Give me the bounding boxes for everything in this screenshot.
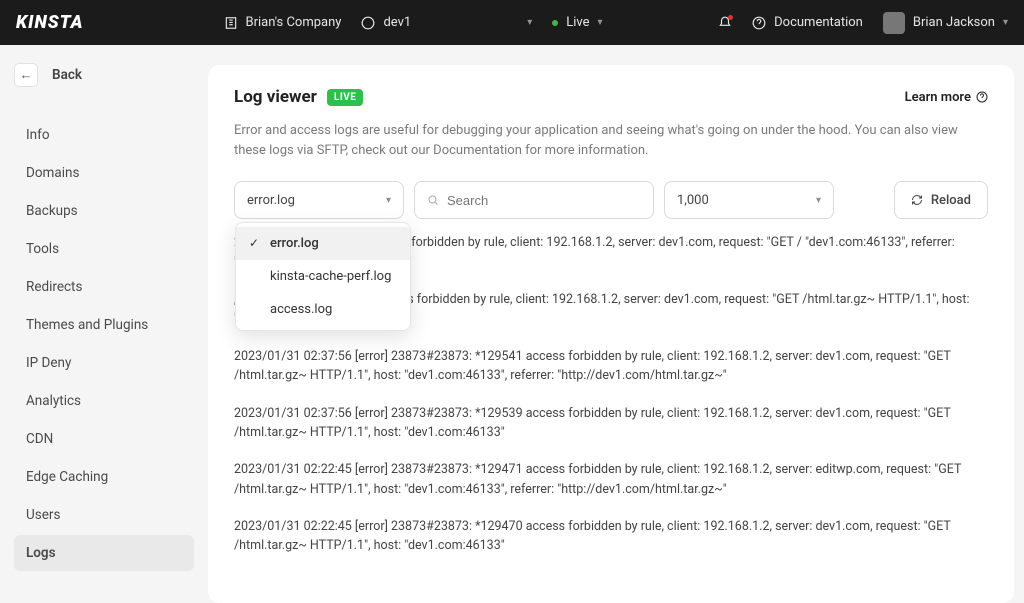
- notifications-button[interactable]: [718, 16, 732, 30]
- arrow-left-icon: ←: [20, 67, 33, 83]
- sidebar-item-backups[interactable]: Backups: [14, 193, 194, 229]
- bell-icon: [718, 16, 732, 30]
- log-type-select[interactable]: error.log ▾ error.logkinsta-cache-perf.l…: [234, 181, 404, 219]
- sidebar-item-logs[interactable]: Logs: [14, 535, 194, 571]
- count-value: 1,000: [677, 193, 709, 208]
- learn-more-link[interactable]: Learn more: [905, 90, 988, 105]
- chevron-down-icon: ▾: [386, 195, 391, 206]
- log-viewer-card: Log viewer LIVE Learn more Error and acc…: [208, 65, 1014, 603]
- learn-more-label: Learn more: [905, 90, 971, 105]
- page-description: Error and access logs are useful for deb…: [234, 121, 988, 161]
- dropdown-option[interactable]: kinsta-cache-perf.log: [236, 260, 410, 293]
- avatar: [883, 12, 905, 34]
- log-type-dropdown: error.logkinsta-cache-perf.logaccess.log: [235, 222, 411, 331]
- log-type-value: error.log: [247, 193, 295, 208]
- dropdown-option[interactable]: error.log: [236, 227, 410, 260]
- search-input[interactable]: [447, 193, 641, 208]
- back-button[interactable]: ←: [14, 63, 38, 87]
- chevron-down-icon: ▾: [598, 17, 603, 28]
- sidebar-item-users[interactable]: Users: [14, 497, 194, 533]
- chevron-down-icon: ▾: [816, 195, 821, 206]
- back-label: Back: [52, 67, 82, 83]
- help-icon: [752, 16, 766, 30]
- env-label: Live: [566, 15, 589, 30]
- search-box[interactable]: [414, 181, 654, 219]
- info-icon: [976, 91, 988, 103]
- site-switcher[interactable]: dev1 ▾: [361, 15, 532, 30]
- documentation-link[interactable]: Documentation: [752, 15, 863, 30]
- sidebar-item-tools[interactable]: Tools: [14, 231, 194, 267]
- page-title: Log viewer: [234, 87, 317, 107]
- chevron-down-icon: ▾: [1003, 17, 1008, 28]
- sidebar-item-info[interactable]: Info: [14, 117, 194, 153]
- building-icon: [224, 16, 238, 30]
- dropdown-option[interactable]: access.log: [236, 293, 410, 326]
- company-switcher[interactable]: Brian's Company: [224, 15, 342, 30]
- count-select[interactable]: 1,000 ▾: [664, 181, 834, 219]
- sidebar-item-ip-deny[interactable]: IP Deny: [14, 345, 194, 381]
- sidebar-item-redirects[interactable]: Redirects: [14, 269, 194, 305]
- company-name: Brian's Company: [246, 15, 342, 30]
- sidebar-item-themes-and-plugins[interactable]: Themes and Plugins: [14, 307, 194, 343]
- log-entry: 2023/01/31 02:22:45 [error] 23873#23873:…: [234, 460, 988, 499]
- sidebar: ← Back InfoDomainsBackupsToolsRedirectsT…: [0, 45, 208, 603]
- topbar: KINSTA Brian's Company dev1 ▾ Live ▾ Doc…: [0, 0, 1024, 45]
- log-entry: 2023/01/31 02:37:56 [error] 23873#23873:…: [234, 347, 988, 386]
- wordpress-icon: [361, 16, 375, 30]
- log-entry: 2023/01/31 02:37:56 [error] 23873#23873:…: [234, 404, 988, 443]
- sidebar-item-domains[interactable]: Domains: [14, 155, 194, 191]
- reload-label: Reload: [931, 193, 971, 208]
- env-switcher[interactable]: Live ▾: [552, 15, 602, 30]
- logo: KINSTA: [16, 12, 84, 33]
- user-menu[interactable]: Brian Jackson ▾: [883, 12, 1008, 34]
- reload-button[interactable]: Reload: [894, 181, 988, 219]
- chevron-down-icon: ▾: [527, 17, 532, 28]
- user-name: Brian Jackson: [913, 15, 995, 30]
- sidebar-item-analytics[interactable]: Analytics: [14, 383, 194, 419]
- search-icon: [427, 194, 439, 206]
- site-name: dev1: [383, 15, 411, 30]
- documentation-label: Documentation: [774, 15, 863, 30]
- live-dot-icon: [552, 20, 558, 26]
- sidebar-item-cdn[interactable]: CDN: [14, 421, 194, 457]
- log-entry: 2023/01/31 02:22:45 [error] 23873#23873:…: [234, 517, 988, 556]
- reload-icon: [911, 194, 923, 206]
- live-badge: LIVE: [327, 89, 364, 106]
- sidebar-item-edge-caching[interactable]: Edge Caching: [14, 459, 194, 495]
